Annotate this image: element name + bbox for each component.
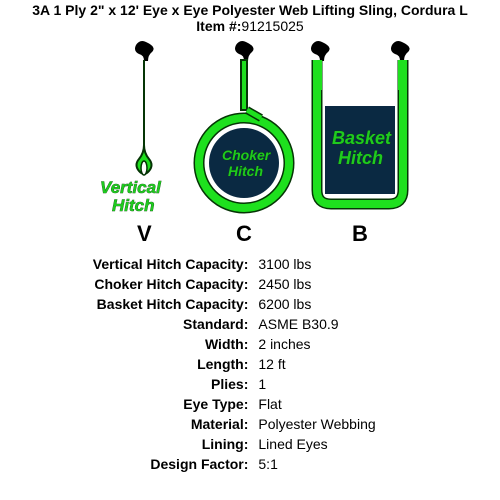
basket-hitch-group: Basket Hitch B [311, 41, 410, 246]
spec-label: Basket Hitch Capacity: [40, 296, 258, 312]
spec-label: Eye Type: [40, 396, 258, 412]
spec-row: Vertical Hitch Capacity:3100 lbs [40, 254, 460, 274]
vertical-sling [137, 60, 152, 174]
item-number-value: 91215025 [241, 18, 303, 34]
spec-label: Standard: [40, 316, 258, 332]
spec-value: ASME B30.9 [258, 316, 460, 332]
spec-value: 3100 lbs [258, 256, 460, 272]
spec-row: Design Factor:5:1 [40, 454, 460, 474]
spec-label: Design Factor: [40, 456, 258, 472]
spec-label: Material: [40, 416, 258, 432]
vertical-label-1: Vertical [100, 178, 162, 197]
spec-value: Lined Eyes [258, 436, 460, 452]
basket-label-1: Basket [332, 128, 392, 148]
spec-value: 2 inches [258, 336, 460, 352]
spec-value: 1 [258, 376, 460, 392]
basket-letter: B [352, 221, 368, 246]
spec-label: Length: [40, 356, 258, 372]
vertical-letter: V [137, 221, 152, 246]
hook-icon [311, 41, 330, 61]
hook-icon [391, 41, 410, 61]
product-title: 3A 1 Ply 2" x 12' Eye x Eye Polyester We… [0, 0, 500, 18]
hitch-svg: Vertical Hitch V Choker Hitch C [0, 38, 500, 248]
hook-icon [235, 41, 254, 61]
spec-row: Material:Polyester Webbing [40, 414, 460, 434]
spec-row: Choker Hitch Capacity:2450 lbs [40, 274, 460, 294]
vertical-eye [141, 161, 147, 175]
spec-value: 2450 lbs [258, 276, 460, 292]
hook-icon [135, 41, 154, 61]
spec-row: Length:12 ft [40, 354, 460, 374]
spec-value: 12 ft [258, 356, 460, 372]
spec-row: Eye Type:Flat [40, 394, 460, 414]
spec-row: Width:2 inches [40, 334, 460, 354]
hitch-diagram: Vertical Hitch V Choker Hitch C [0, 38, 500, 248]
spec-row: Plies:1 [40, 374, 460, 394]
vertical-label-2: Hitch [112, 196, 155, 215]
choker-letter: C [236, 221, 252, 246]
spec-row: Standard:ASME B30.9 [40, 314, 460, 334]
spec-value: Flat [258, 396, 460, 412]
product-card: 3A 1 Ply 2" x 12' Eye x Eye Polyester We… [0, 0, 500, 500]
spec-label: Choker Hitch Capacity: [40, 276, 258, 292]
specs-table: Vertical Hitch Capacity:3100 lbs Choker … [0, 248, 500, 474]
spec-row: Basket Hitch Capacity:6200 lbs [40, 294, 460, 314]
spec-label: Lining: [40, 436, 258, 452]
basket-label-2: Hitch [338, 148, 383, 168]
spec-label: Vertical Hitch Capacity: [40, 256, 258, 272]
spec-label: Plies: [40, 376, 258, 392]
choker-label-1: Choker [222, 147, 272, 163]
spec-value: Polyester Webbing [258, 416, 460, 432]
choker-hitch-group: Choker Hitch C [199, 41, 289, 246]
item-number-line: Item #:91215025 [0, 18, 500, 38]
choker-strap [241, 60, 247, 110]
item-number-label: Item #: [196, 18, 241, 34]
spec-value: 6200 lbs [258, 296, 460, 312]
spec-row: Lining:Lined Eyes [40, 434, 460, 454]
spec-value: 5:1 [258, 456, 460, 472]
choker-label-2: Hitch [228, 163, 263, 179]
spec-label: Width: [40, 336, 258, 352]
vertical-hitch-group: Vertical Hitch V [100, 41, 162, 246]
